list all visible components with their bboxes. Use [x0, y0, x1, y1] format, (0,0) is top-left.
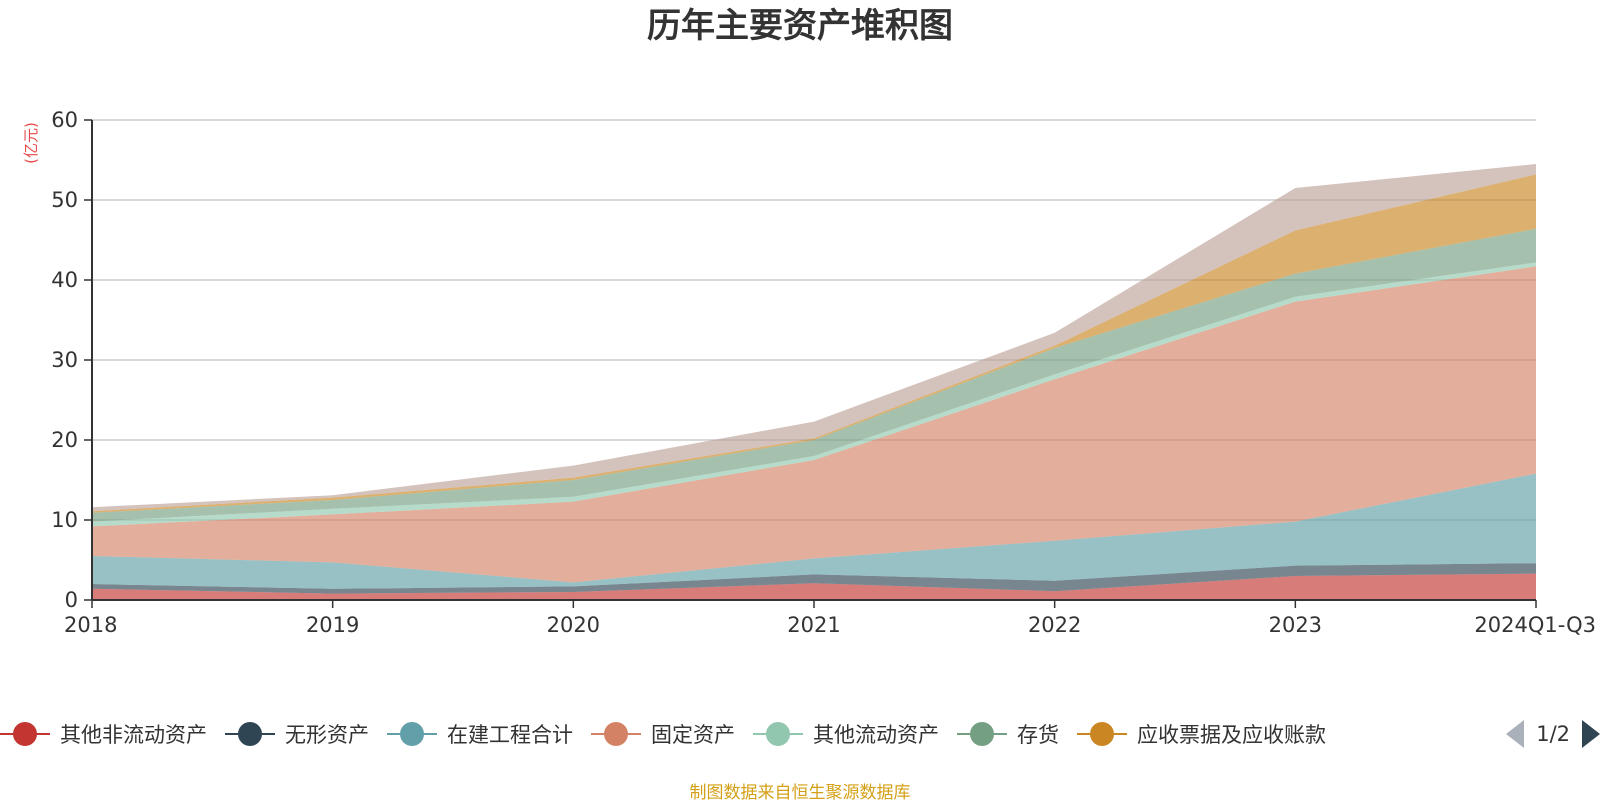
- area-series-3[interactable]: [92, 266, 1536, 583]
- area-series-2[interactable]: [92, 473, 1536, 589]
- legend-item-0[interactable]: 其他非流动资产: [0, 719, 207, 749]
- legend-item-3[interactable]: 固定资产: [591, 719, 735, 749]
- x-tick-label: 2019: [306, 613, 359, 637]
- legend-label: 固定资产: [651, 723, 735, 747]
- legend-item-1[interactable]: 无形资产: [225, 719, 369, 749]
- legend-item-2[interactable]: 在建工程合计: [387, 719, 573, 749]
- x-tick-label: 2022: [1028, 613, 1081, 637]
- legend-marker-icon: [1077, 721, 1127, 747]
- source-note: 制图数据来自恒生聚源数据库: [689, 783, 911, 803]
- x-tick-label: 2023: [1269, 613, 1322, 637]
- x-tick-label: 2021: [787, 613, 840, 637]
- legend: 其他非流动资产 无形资产 在建工程合计 固定资产 其他流动资产 存货 应收票据及应收账款 1…: [0, 716, 1600, 752]
- legend-label: 应收票据及应收账款: [1137, 723, 1326, 747]
- legend-marker-icon: [753, 721, 803, 747]
- legend-marker-icon: [0, 721, 50, 747]
- legend-pager: 1/2: [1498, 716, 1600, 752]
- legend-prev-page-icon[interactable]: [1506, 720, 1525, 748]
- legend-label: 存货: [1017, 723, 1059, 747]
- legend-label: 在建工程合计: [447, 723, 573, 747]
- y-tick-label: 20: [51, 428, 78, 452]
- legend-page-indicator: 1/2: [1536, 722, 1570, 746]
- area-series-1[interactable]: [92, 563, 1536, 594]
- legend-marker-icon: [957, 721, 1007, 747]
- area-series-6[interactable]: [92, 174, 1536, 513]
- x-tick-label: 2018: [64, 613, 117, 637]
- x-tick-label: 2020: [547, 613, 600, 637]
- legend-next-page-icon[interactable]: [1582, 720, 1600, 748]
- y-tick-label: 50: [51, 188, 78, 212]
- chart-title: 历年主要资产堆积图: [647, 6, 953, 46]
- legend-label: 无形资产: [285, 723, 369, 747]
- legend-marker-icon: [225, 721, 275, 747]
- legend-marker-icon: [387, 721, 437, 747]
- area-series-7[interactable]: [92, 164, 1536, 512]
- y-tick-label: 40: [51, 268, 78, 292]
- y-tick-label: 30: [51, 348, 78, 372]
- x-tick-label: 2024Q1-Q3: [1474, 613, 1596, 637]
- legend-item-6[interactable]: 应收票据及应收账款: [1077, 719, 1326, 749]
- y-tick-label: 60: [51, 108, 78, 132]
- area-series-group: [92, 164, 1536, 600]
- y-axis-unit-label: (亿元): [22, 122, 40, 164]
- area-series-0[interactable]: [92, 573, 1536, 600]
- legend-item-4[interactable]: 其他流动资产: [753, 719, 939, 749]
- legend-label: 其他流动资产: [813, 723, 939, 747]
- legend-item-5[interactable]: 存货: [957, 719, 1059, 749]
- legend-marker-icon: [591, 721, 641, 747]
- axes: 0 10 20 30 40 50 60 2018 2019 2020 2021 2022 2023 202…: [51, 108, 1596, 637]
- y-tick-label: 10: [51, 508, 78, 532]
- legend-label: 其他非流动资产: [60, 723, 207, 747]
- area-series-5[interactable]: [92, 228, 1536, 522]
- y-tick-label: 0: [65, 588, 78, 612]
